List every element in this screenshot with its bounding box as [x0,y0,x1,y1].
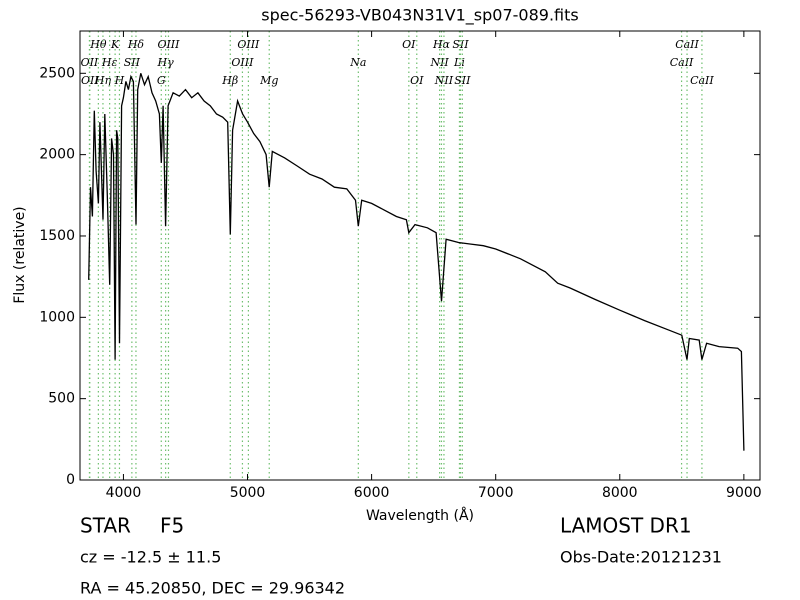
y-tick-label: 2000 [39,147,75,163]
spectral-line-label: CaII [670,56,694,69]
spectral-line-label: Hδ [127,38,145,51]
y-tick-label: 500 [48,391,75,407]
spectral-line-label: Hγ [157,56,175,69]
x-tick-label: 5000 [230,485,266,501]
chart-title: spec-56293-VB043N31V1_sp07-089.fits [261,6,579,26]
spectral-line-label: OIII [157,38,180,51]
survey: LAMOST DR1 [560,514,692,538]
spectral-line-label: G [157,74,166,87]
y-axis-label: Flux (relative) [12,206,28,303]
spectral-line-label: CaII [690,74,714,87]
x-tick-label: 4000 [106,485,142,501]
spectral-line-label: Hα [432,38,451,51]
spectral-line-label: OI [402,38,416,51]
spectral-line-label: NII [429,56,449,69]
y-tick-label: 0 [66,472,75,488]
spectral-line-label: OIII [237,38,260,51]
spectral-line-label: H [114,74,125,87]
plot-frame [79,30,761,481]
x-tick-label: 7000 [478,485,514,501]
spectral-line-label: Li [453,56,465,69]
redshift: cz = -12.5 ± 11.5 [80,548,221,567]
spectral-line-label: CaII [675,38,699,51]
spectral-line-label: OI [410,74,424,87]
obs-date: Obs-Date:20121231 [560,548,722,567]
object-class: STAR [80,514,131,538]
spectral-line-label: Na [349,56,366,69]
spectral-line-label: SII [124,56,141,69]
y-tick-label: 1000 [39,309,75,325]
spectral-line-label: OIII [231,56,254,69]
spectral-line-label: NII [434,74,454,87]
spectral-line-label: Hθ [89,38,107,51]
spectral-line-label: SII [454,74,471,87]
x-tick-label: 6000 [354,485,390,501]
spectral-line-label: Hη [94,74,112,87]
y-tick-label: 1500 [39,228,75,244]
x-tick-label: 8000 [602,485,638,501]
spectral-line-label: Mg [259,74,278,87]
spectral-line-label: Hβ [221,74,238,87]
coordinates: RA = 45.20850, DEC = 29.96342 [80,579,345,598]
spectral-line-label: K [110,38,120,51]
y-tick-label: 2500 [39,65,75,81]
spectral-line-label: Hε [101,56,118,69]
x-axis-label: Wavelength (Å) [366,507,474,524]
spectral-line-label: OII [81,74,99,87]
subclass: F5 [160,514,184,538]
spectrum-line [88,73,745,451]
x-tick-label: 9000 [726,485,762,501]
spectral-line-label: SII [452,38,469,51]
